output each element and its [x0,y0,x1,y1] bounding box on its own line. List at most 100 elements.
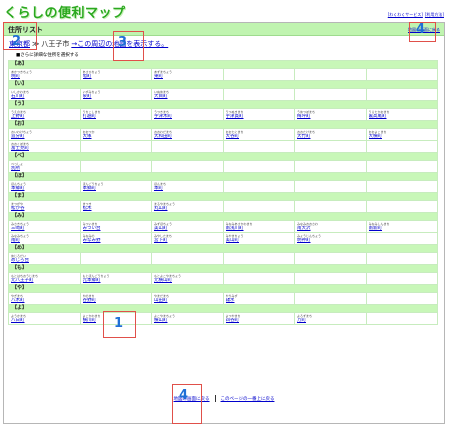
place-link[interactable]: 松が谷 [11,206,25,211]
top-link-usage[interactable]: [利用方法] [424,12,444,17]
place-link[interactable]: 横川町 [82,318,97,323]
place-cell: やまだまち 山田町 [151,292,224,305]
place-link[interactable]: 元横山町 [154,278,172,283]
place-link[interactable]: 八日町 [11,318,25,323]
kana-header: 【ほ】 [8,172,438,181]
place-link[interactable]: 宇津貫町 [225,114,244,119]
place-link[interactable]: 泉町 [82,94,92,99]
place-reading: みやまちょう [225,234,244,238]
place-reading: ほんまち [154,182,167,186]
place-link[interactable]: 旭町 [82,74,92,79]
place-reading: あかつきちょう [11,70,33,74]
back-to-map-link[interactable]: 地図の画面に戻る [173,397,210,402]
place-link[interactable]: 裏高尾町 [368,114,387,119]
place-link[interactable]: 三崎町 [11,226,25,231]
place-cell: みなみの みなみ野 [79,232,152,245]
place-cell: もとよこやまちょう 元横山町 [151,272,224,285]
annotation-number-4-top: 4 [416,22,426,37]
place-link[interactable]: 横山町 [154,318,168,323]
place-cell: ほんまち 本町 [151,180,224,193]
place-cell: うめつぼまち 梅坪町 [294,108,367,121]
place-cell: みやまちょう 美山町 [222,232,295,245]
place-link[interactable]: 宮下町 [154,238,168,243]
place-reading: よこやまちょう [154,314,176,318]
place-link[interactable]: めじろ台 [11,258,29,263]
place-link[interactable]: みつい台 [82,226,101,231]
breadcrumb-tokyo[interactable]: 東京都 [9,40,30,48]
kana-header: 【み】 [8,212,438,221]
place-reading: みなみちょう [11,234,30,238]
place-link[interactable]: 元本郷町 [82,278,101,283]
place-link[interactable]: 大塚 [82,134,92,139]
place-cell [151,160,224,173]
place-cell: うちこしまち 打越町 [79,108,152,121]
annotation-number-2: 2 [12,34,22,49]
place-link[interactable]: 本町 [154,186,163,191]
kana-header-row: 【み】 [8,212,438,221]
place-link[interactable]: 東町 [154,74,163,79]
place-cell [365,252,438,265]
place-link[interactable]: 富士見町 [11,146,29,151]
place-link[interactable]: みなみ野 [82,238,101,243]
place-cell: みやしたまち 宮下町 [151,232,224,245]
place-link[interactable]: 本郷町 [11,186,25,191]
place-link[interactable]: 石川町 [11,94,25,99]
place-cell [294,292,367,305]
annotation-box-3 [113,31,144,61]
place-cell [222,252,295,265]
place-cell [365,140,438,153]
place-link[interactable]: 打越町 [82,114,97,119]
place-link[interactable]: 南浅川町 [225,226,244,231]
place-row: おいわけちょう 追分町 おおつか 大塚 おおわだまち 大和田町 おおたにまち 大谷町 おおたけま… [8,128,438,141]
place-cell: あさひちょう 旭町 [79,68,152,81]
place-link[interactable]: 別所 [11,166,20,171]
place-link[interactable]: 梅坪町 [297,114,311,119]
place-link[interactable]: 万町 [297,318,306,323]
page-top-link[interactable]: このページの一番上に戻る [220,397,275,402]
place-link[interactable]: 宇津木町 [154,114,172,119]
place-link[interactable]: 南新町 [368,226,383,231]
footer-links: 地図の画面に戻る このページの一番上に戻る [4,395,444,402]
place-link[interactable]: 松木 [82,206,92,211]
place-link[interactable]: 追分町 [11,134,25,139]
place-link[interactable]: 犬目町 [154,94,168,99]
place-link[interactable]: 四谷町 [225,318,240,323]
show-nearby-map-link[interactable]: →この周辺の地図を表示する。 [71,40,169,48]
place-reading: うつぬきまち [225,110,244,114]
back-to-map-link-top[interactable]: 地図の画面に戻る [408,27,440,32]
place-link[interactable]: 鑓水 [225,298,235,303]
place-link[interactable]: 暁町 [11,74,20,79]
kana-header: 【い】 [8,80,438,89]
top-link-service[interactable]: [わくわくサービス] [387,12,423,17]
place-cell [294,160,367,173]
place-link[interactable]: 明神町 [297,238,311,243]
place-link[interactable]: 上野町 [11,114,25,119]
place-reading: みなみしんまち [368,222,390,226]
place-link[interactable]: 大和田町 [154,134,172,139]
place-link[interactable]: 大横町 [368,134,383,139]
place-link[interactable]: 丸山町 [154,206,168,211]
place-link[interactable]: 南大沢 [297,226,311,231]
place-reading: みなみの [82,234,95,238]
place-cell: べっしょ 別所 [8,160,81,173]
place-cell [365,200,438,213]
place-link[interactable]: 大竹町 [297,134,311,139]
place-link[interactable]: 山田町 [154,298,168,303]
place-link[interactable]: 美山町 [225,238,240,243]
place-cell: もとほんごうちょう 元本郷町 [79,272,152,285]
place-cell: おおたけまち 大竹町 [294,128,367,141]
place-cell [294,180,367,193]
top-links: [わくわくサービス] [利用方法] [388,12,444,18]
place-link[interactable]: 本郷町 [82,186,97,191]
kana-header-row: 【も】 [8,264,438,273]
place-link[interactable]: 美山町 [154,226,168,231]
place-cell: めじろだい めじろ台 [8,252,81,265]
annotation-box-1 [103,311,136,338]
place-cell: よこやまちょう 横山町 [151,312,224,325]
place-link[interactable]: 南町 [11,238,20,243]
place-link[interactable]: 谷野町 [82,298,97,303]
place-cell: みょうじんちょう 明神町 [294,232,367,245]
place-link[interactable]: 八木町 [11,298,25,303]
place-link[interactable]: 元八王子町 [11,278,34,283]
place-link[interactable]: 大谷町 [225,134,240,139]
